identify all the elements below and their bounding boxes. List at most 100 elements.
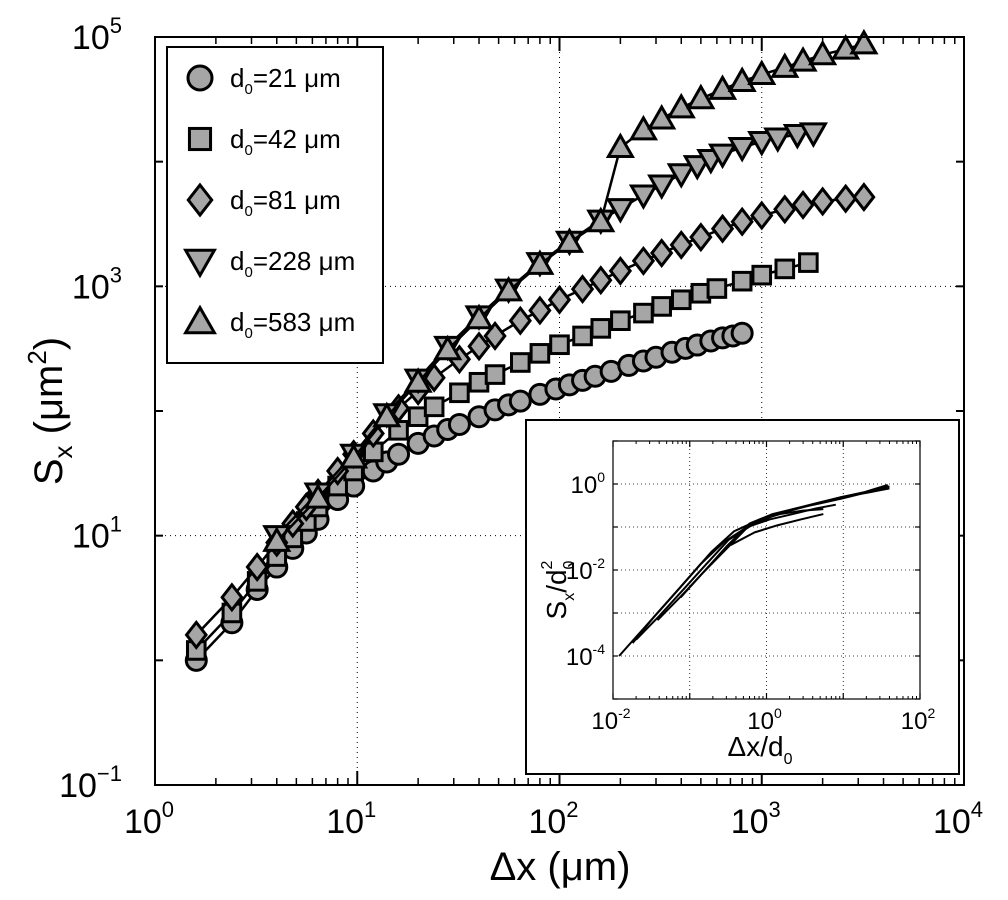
inset-x-axis-title: Δx/d0 — [728, 731, 793, 768]
x-tick-exp: 2 — [566, 797, 578, 822]
data-point-square — [484, 364, 506, 385]
data-point-triangle-up — [339, 442, 369, 469]
data-point-square — [731, 270, 753, 292]
legend-marker-circle — [186, 64, 214, 92]
legend-item: d0=81 μm — [186, 182, 341, 220]
data-point-square — [529, 343, 551, 364]
inset-x-tick-label: 102 — [901, 705, 936, 735]
y-axis-title-open: (μm — [27, 365, 71, 446]
data-point-triangle-up — [464, 303, 494, 330]
inset-x-tick-exp: 0 — [774, 705, 782, 721]
data-point-square — [590, 318, 612, 339]
data-point-diamond — [730, 206, 754, 237]
inset-y-tick-base: 10 — [566, 558, 593, 585]
inset-grid-lines — [613, 441, 920, 699]
legend-label: d0=583 μm — [230, 307, 355, 342]
data-point-diamond — [631, 245, 656, 276]
data-point-triangle-down — [682, 155, 712, 181]
data-point-square — [706, 278, 728, 299]
data-point-triangle-up — [372, 401, 402, 428]
legend-label: d0=21 μm — [230, 63, 341, 98]
legend-label-main: d — [230, 307, 244, 337]
data-point-triangle-down — [782, 124, 812, 150]
inset-y-tick-exp: 0 — [597, 469, 605, 485]
legend-label-main: d — [230, 246, 244, 276]
data-point-triangle-up — [727, 66, 757, 92]
data-point-diamond — [184, 619, 208, 650]
data-point-triangle-up — [605, 132, 635, 158]
inset-y-tick-label: 100 — [571, 469, 606, 499]
data-point-triangle-down — [727, 136, 757, 163]
inset-y-axis-title: Sx/d2 0 — [539, 560, 578, 619]
inset-x-tick-exp: -2 — [618, 705, 631, 721]
legend-label-rest: =228 μm — [253, 246, 355, 276]
data-point-diamond — [669, 229, 693, 260]
data-point-triangle-down — [647, 174, 677, 201]
y-tick-label: 105 — [72, 13, 122, 57]
inset-x-tick-labels: 10-2 10 0 102 — [591, 705, 935, 735]
x-tick-labels: 100 101 102 103 104 — [124, 797, 983, 841]
data-point-triangle-up — [808, 39, 838, 66]
y-tick-label: 10−1 — [59, 761, 122, 805]
inset-y-tick-base: 10 — [571, 472, 598, 499]
data-point-square — [423, 396, 445, 418]
x-tick-label: 104 — [933, 797, 983, 841]
legend-item: d0=42 μm — [187, 124, 341, 159]
x-tick-exp: 4 — [971, 797, 983, 822]
data-point-circle — [447, 412, 471, 436]
data-point-triangle-down — [628, 184, 659, 211]
legend-label: d0=228 μm — [230, 246, 355, 281]
inset-data-series — [618, 484, 890, 657]
data-point-diamond — [467, 331, 491, 362]
data-point-diamond — [220, 582, 244, 613]
data-point-square — [774, 258, 796, 280]
x-tick-base: 10 — [528, 803, 566, 841]
y-tick-base: 10 — [72, 268, 110, 306]
data-point-diamond — [650, 238, 674, 268]
x-axis-title: Δx (μm) — [490, 845, 631, 889]
x-tick-label: 101 — [326, 797, 376, 841]
data-point-triangle-down — [798, 122, 828, 148]
data-point-triangle-up — [586, 206, 616, 233]
x-tick-label: 102 — [528, 797, 578, 841]
data-point-square — [610, 310, 631, 332]
legend-label: d0=42 μm — [230, 124, 341, 159]
inset-x-tick-base: 10 — [591, 708, 618, 735]
legend-label-main: d — [230, 63, 244, 93]
data-point-triangle-down — [763, 127, 793, 153]
legend-label-main: d — [230, 185, 244, 215]
data-point-diamond — [689, 222, 713, 253]
series-triangle-up — [262, 28, 879, 552]
x-tick-exp: 3 — [769, 797, 781, 822]
y-tick-exp: −1 — [97, 761, 122, 786]
data-point-triangle-down — [605, 198, 635, 224]
y-tick-label: 103 — [72, 262, 122, 306]
legend-marker-triangle-up — [183, 304, 217, 335]
inset-y-tick-label: 10-2 — [566, 555, 605, 585]
inset-y-tick-label: 10-4 — [566, 641, 605, 671]
data-point-diamond — [852, 182, 876, 213]
data-point-diamond — [773, 194, 797, 225]
data-point-square — [633, 302, 654, 324]
legend-label-sub: 0 — [244, 81, 252, 98]
x-tick-label: 100 — [124, 797, 174, 841]
data-point-diamond — [750, 200, 774, 231]
inset-series-line — [730, 513, 824, 546]
inset-x-tick-label: 10-2 — [591, 705, 630, 735]
legend-marker-diamond — [186, 182, 214, 218]
data-point-square — [751, 264, 773, 286]
data-point-square — [572, 325, 593, 347]
data-point-triangle-up — [403, 367, 433, 393]
data-point-triangle-up — [303, 483, 333, 509]
inset-y-tick-base: 10 — [566, 644, 593, 671]
x-tick-label: 103 — [731, 797, 781, 841]
y-axis-title-close: ) — [27, 337, 71, 350]
inset-y-tick-exp: -4 — [593, 641, 606, 657]
data-point-triangle-up — [433, 334, 463, 361]
y-tick-exp: 1 — [110, 512, 122, 537]
data-point-diamond — [791, 189, 815, 220]
